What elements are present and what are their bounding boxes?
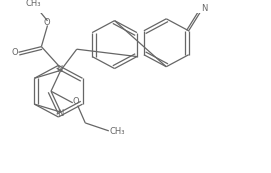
- Text: CH₃: CH₃: [26, 0, 41, 8]
- Text: N: N: [201, 4, 208, 13]
- Text: N: N: [57, 108, 64, 117]
- Text: N: N: [57, 65, 63, 74]
- Text: O: O: [43, 18, 50, 27]
- Text: O: O: [72, 97, 79, 106]
- Text: CH₃: CH₃: [109, 127, 125, 136]
- Text: O: O: [11, 48, 18, 57]
